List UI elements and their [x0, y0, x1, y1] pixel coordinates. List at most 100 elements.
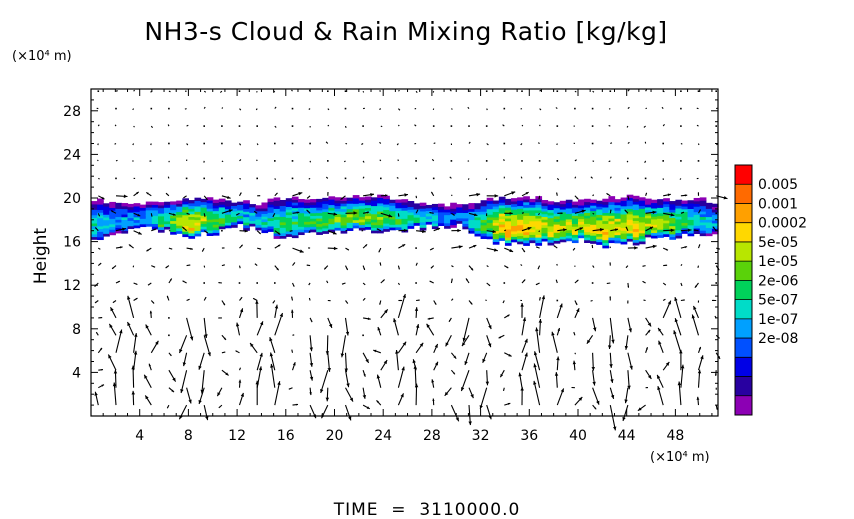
field-cell — [553, 202, 561, 206]
field-cell — [626, 219, 634, 223]
field-cell — [632, 195, 640, 200]
field-cell — [529, 204, 536, 208]
field-cell — [565, 205, 573, 209]
wind-arrowhead — [684, 246, 688, 249]
field-cell — [200, 198, 208, 203]
wind-arrowhead — [270, 363, 274, 368]
wind-arrowhead — [540, 90, 541, 91]
field-cell — [486, 208, 494, 212]
wind-arrowhead — [344, 161, 345, 162]
field-cell — [182, 225, 189, 229]
field-cell — [486, 200, 494, 204]
field-cell — [109, 226, 116, 230]
field-cell — [395, 218, 403, 222]
field-cell — [663, 209, 670, 213]
wind-arrowhead — [414, 307, 419, 311]
field-cell — [133, 208, 141, 212]
field-cell — [492, 238, 500, 242]
field-cell — [437, 206, 445, 210]
wind-arrowhead — [168, 176, 169, 178]
wind-arrowhead — [253, 298, 255, 300]
wind-arrowhead — [170, 354, 172, 356]
field-cell — [243, 208, 250, 212]
y-tick-label: 24 — [63, 147, 81, 163]
field-cell — [559, 200, 567, 205]
wind-arrowhead — [488, 284, 491, 286]
field-cell — [511, 211, 518, 216]
field-cell — [632, 233, 640, 238]
field-cell — [419, 227, 427, 231]
field-cell — [206, 219, 214, 223]
field-cell — [97, 217, 104, 221]
field-cell — [614, 204, 622, 208]
field-cell — [188, 227, 196, 231]
field-cell — [194, 233, 202, 237]
field-cell — [705, 232, 713, 237]
wind-dot — [556, 125, 559, 127]
field-cell — [358, 208, 366, 212]
field-cell — [285, 206, 293, 210]
field-cell — [431, 220, 439, 224]
field-cell — [590, 216, 597, 220]
field-cell — [389, 218, 396, 223]
wind-arrowhead — [259, 352, 263, 357]
colorbar-label: 1e-05 — [758, 254, 798, 270]
field-cell — [669, 209, 676, 213]
field-cell — [97, 214, 104, 219]
wind-arrowhead — [667, 300, 671, 305]
field-cell — [584, 223, 591, 227]
field-cell — [237, 209, 244, 214]
field-cell — [206, 210, 214, 215]
field-cell — [109, 231, 116, 236]
wind-arrowhead — [434, 361, 438, 366]
field-cell — [480, 222, 488, 226]
field-cell — [364, 221, 372, 225]
wind-arrowhead — [239, 308, 244, 313]
field-cell — [559, 203, 567, 207]
wind-arrowhead — [444, 391, 449, 396]
field-cell — [584, 236, 591, 241]
wind-dot — [327, 90, 329, 92]
wind-arrowhead — [657, 374, 661, 379]
field-cell — [626, 232, 634, 237]
field-cell — [511, 233, 518, 237]
field-cell — [224, 216, 232, 221]
wind-arrowhead — [402, 244, 406, 247]
wind-arrowhead — [388, 214, 393, 218]
wind-dot — [415, 282, 417, 284]
field-cell — [273, 202, 281, 207]
colorbar-swatch — [735, 338, 752, 358]
wind-arrowhead — [275, 106, 277, 108]
wind-arrowhead — [538, 142, 539, 144]
field-cell — [462, 206, 470, 211]
field-cell — [383, 223, 390, 227]
field-cell — [237, 201, 244, 205]
wind-dot — [415, 247, 417, 249]
field-cell — [681, 227, 689, 232]
field-cell — [133, 222, 141, 226]
field-cell — [638, 202, 646, 207]
field-cell — [285, 217, 293, 221]
field-cell — [145, 204, 153, 208]
wind-arrowhead — [494, 194, 499, 198]
field-cell — [651, 224, 658, 228]
field-cell — [553, 221, 561, 225]
field-cell — [651, 232, 658, 236]
field-cell — [590, 235, 597, 239]
field-cell — [632, 217, 640, 221]
wind-dot — [556, 90, 559, 92]
field-cell — [231, 202, 238, 206]
field-cell — [523, 239, 530, 244]
field-cell — [188, 202, 196, 207]
wind-arrowhead — [645, 141, 646, 143]
field-cell — [541, 235, 549, 239]
wind-arrowhead — [486, 215, 487, 217]
field-cell — [517, 235, 524, 239]
field-cell — [115, 208, 123, 212]
wind-arrowhead — [698, 346, 701, 350]
field-cell — [200, 201, 208, 205]
field-cell — [675, 202, 683, 206]
wind-arrowhead — [462, 342, 466, 347]
wind-arrowhead — [272, 215, 275, 217]
wind-arrowhead — [333, 212, 338, 216]
